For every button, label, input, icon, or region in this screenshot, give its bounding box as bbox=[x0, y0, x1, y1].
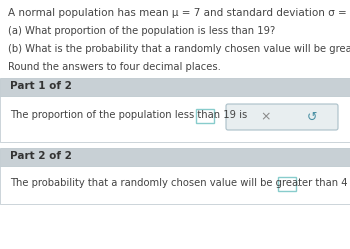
Text: (b) What is the probability that a randomly chosen value will be greater than 4?: (b) What is the probability that a rando… bbox=[8, 44, 350, 54]
Bar bbox=[0, 166, 350, 204]
Text: .: . bbox=[215, 110, 218, 120]
Text: ×: × bbox=[260, 111, 271, 124]
Text: ↺: ↺ bbox=[307, 111, 317, 124]
Bar bbox=[196, 109, 214, 123]
FancyBboxPatch shape bbox=[226, 104, 338, 130]
Bar bbox=[0, 78, 350, 96]
Text: Round the answers to four decimal places.: Round the answers to four decimal places… bbox=[8, 62, 221, 72]
Text: A normal population has mean μ = 7 and standard deviation σ = 5.: A normal population has mean μ = 7 and s… bbox=[8, 8, 350, 18]
Text: The proportion of the population less than 19 is: The proportion of the population less th… bbox=[10, 110, 247, 120]
Text: Part 1 of 2: Part 1 of 2 bbox=[10, 81, 72, 91]
Text: .: . bbox=[297, 178, 300, 188]
Text: The probability that a randomly chosen value will be greater than 4 is: The probability that a randomly chosen v… bbox=[10, 178, 350, 188]
Text: (a) What proportion of the population is less than 19?: (a) What proportion of the population is… bbox=[8, 26, 275, 36]
Bar bbox=[0, 96, 350, 142]
Bar bbox=[278, 177, 296, 191]
Bar bbox=[0, 148, 350, 166]
Text: Part 2 of 2: Part 2 of 2 bbox=[10, 151, 72, 161]
